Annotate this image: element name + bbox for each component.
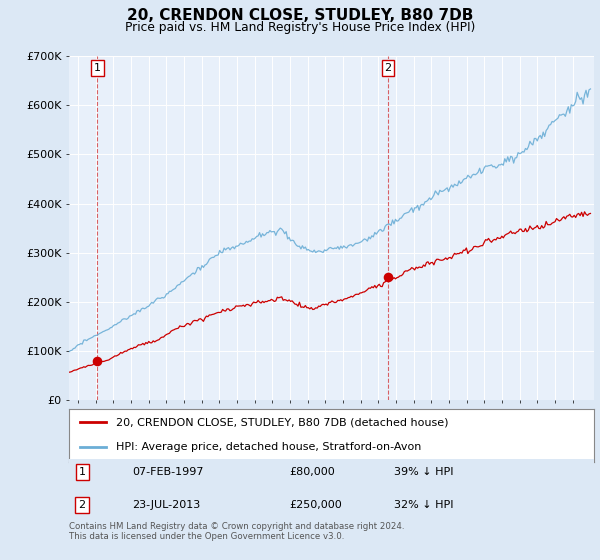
Text: 20, CRENDON CLOSE, STUDLEY, B80 7DB (detached house): 20, CRENDON CLOSE, STUDLEY, B80 7DB (det… [116, 417, 449, 427]
Text: 32% ↓ HPI: 32% ↓ HPI [395, 500, 454, 510]
Point [383, 273, 393, 282]
Text: 1: 1 [94, 63, 101, 73]
Point [92, 357, 102, 366]
Text: Price paid vs. HM Land Registry's House Price Index (HPI): Price paid vs. HM Land Registry's House … [125, 21, 475, 34]
Text: 1: 1 [79, 467, 86, 477]
Text: £80,000: £80,000 [290, 467, 335, 477]
Text: £250,000: £250,000 [290, 500, 342, 510]
Text: 2: 2 [79, 500, 86, 510]
Text: Contains HM Land Registry data © Crown copyright and database right 2024.
This d: Contains HM Land Registry data © Crown c… [69, 522, 404, 542]
Text: 07-FEB-1997: 07-FEB-1997 [132, 467, 203, 477]
Text: 39% ↓ HPI: 39% ↓ HPI [395, 467, 454, 477]
Text: 20, CRENDON CLOSE, STUDLEY, B80 7DB: 20, CRENDON CLOSE, STUDLEY, B80 7DB [127, 8, 473, 24]
Text: 2: 2 [385, 63, 392, 73]
Text: 23-JUL-2013: 23-JUL-2013 [132, 500, 200, 510]
Text: HPI: Average price, detached house, Stratford-on-Avon: HPI: Average price, detached house, Stra… [116, 442, 422, 452]
